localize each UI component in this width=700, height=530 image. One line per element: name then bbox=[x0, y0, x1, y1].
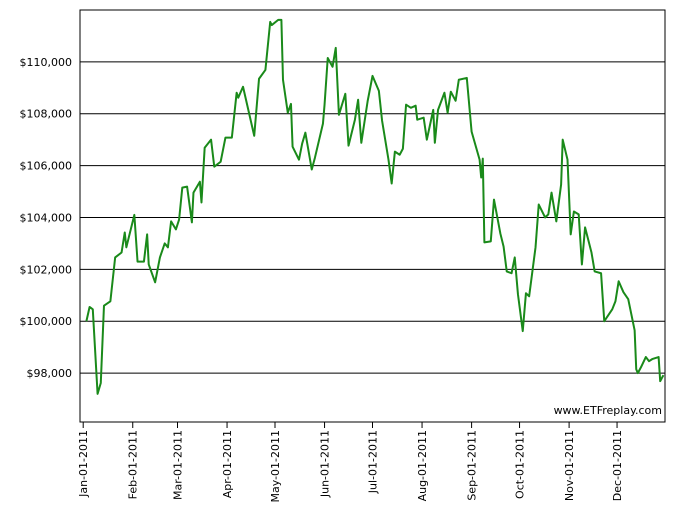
x-tick-label: Jul-01-2011 bbox=[367, 430, 380, 494]
y-tick-label: $110,000 bbox=[20, 56, 73, 69]
y-tick-label: $106,000 bbox=[20, 160, 73, 173]
x-tick-label: Jan-01-2011 bbox=[77, 430, 90, 498]
x-tick-label: Apr-01-2011 bbox=[221, 430, 234, 498]
x-tick-label: Aug-01-2011 bbox=[416, 430, 429, 501]
line bbox=[85, 18, 665, 395]
x-tick-label: Sep-01-2011 bbox=[466, 430, 479, 501]
y-tick-label: $108,000 bbox=[20, 108, 73, 121]
x-tick-label: Mar-01-2011 bbox=[172, 430, 185, 500]
plot-frame bbox=[79, 9, 666, 423]
x-tick-label: Dec-01-2011 bbox=[611, 430, 624, 501]
x-tick-label: Nov-01-2011 bbox=[563, 430, 576, 501]
y-tick-label: $100,000 bbox=[20, 315, 73, 328]
y-tick-label: $98,000 bbox=[27, 367, 73, 380]
x-tick-label: Jun-01-2011 bbox=[319, 430, 332, 498]
y-tick-label: $104,000 bbox=[20, 211, 73, 224]
y-tick-label: $102,000 bbox=[20, 263, 73, 276]
x-tick-label: Feb-01-2011 bbox=[127, 430, 140, 499]
x-tick-label: May-01-2011 bbox=[269, 430, 282, 502]
watermark: www.ETFreplay.com bbox=[554, 404, 662, 417]
x-tick-label: Oct-01-2011 bbox=[514, 430, 527, 499]
